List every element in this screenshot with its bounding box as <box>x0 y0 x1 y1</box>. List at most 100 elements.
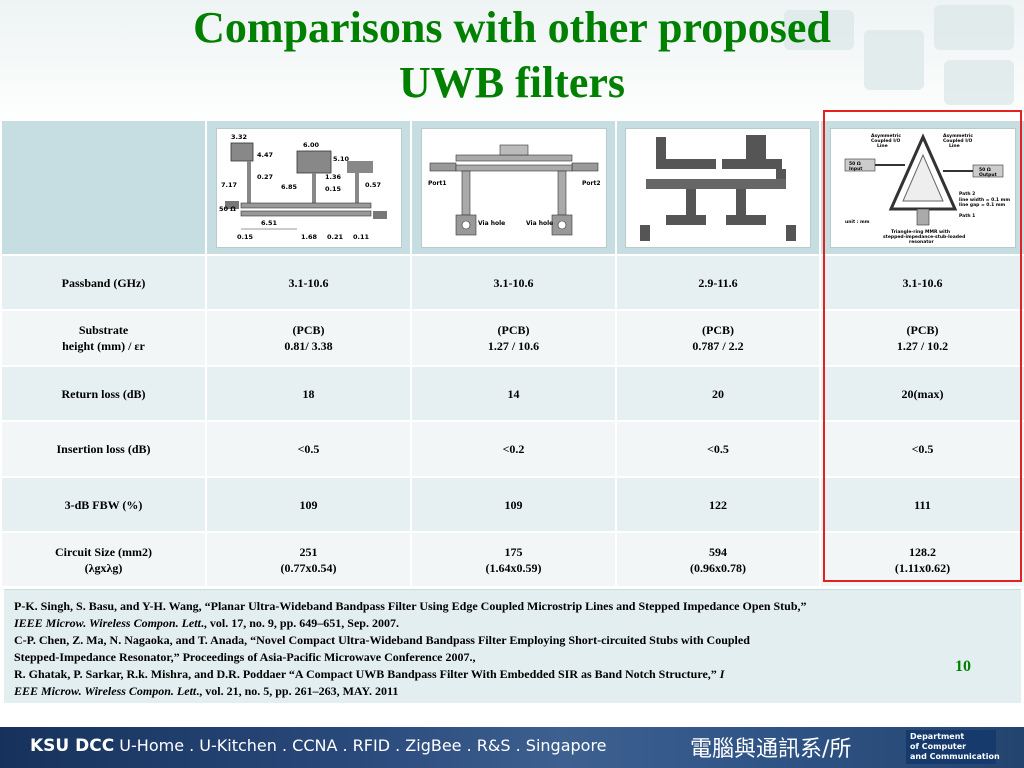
reference-line: C-P. Chen, Z. Ma, N. Nagaoka, and T. Ana… <box>14 633 750 647</box>
cell-line: 1.27 / 10.6 <box>487 339 540 353</box>
figure-label: Coupled I/O <box>871 138 901 144</box>
figure-label: 0.11 <box>353 233 370 241</box>
dept-line: and Communication <box>910 752 1000 761</box>
journal-name: EEE Microw. Wireless Compon. Lett <box>14 684 197 698</box>
figure-label: Via hole <box>526 220 553 227</box>
comparison-table: 3.32 6.00 4.47 5.10 0.27 1.36 7.17 6.85 … <box>0 119 1024 588</box>
reference-details: ., vol. 17, no. 9, pp. 649–651, Sep. 200… <box>200 616 399 630</box>
row-label: Substrate height (mm) / εr <box>0 309 207 367</box>
table-row: Passband (GHz) 3.1-10.6 3.1-10.6 2.9-11.… <box>0 254 1024 311</box>
table-cell: 3.1-10.6 <box>410 254 617 311</box>
table-row: Substrate height (mm) / εr (PCB) 0.81/ 3.… <box>0 309 1024 367</box>
figure-label: 50 Ω <box>219 205 236 213</box>
figure-label: Asymmetric <box>871 133 901 139</box>
reference-text: R. Ghatak, P. Sarkar, R.k. Mishra, and D… <box>14 667 717 681</box>
cell-line: 175 <box>504 544 523 559</box>
reference-line: R. Ghatak, P. Sarkar, R.k. Mishra, and D… <box>14 666 1011 683</box>
embedded-sir-filter-diagram <box>625 127 811 248</box>
table-cell: 175 (1.64x0.59) <box>410 531 617 588</box>
footer-tagline-group: KSU DCC U-Home . U-Kitchen . CCNA . RFID… <box>30 736 607 756</box>
table-cell: 20(max) <box>819 365 1024 422</box>
cell-line: (1.11x0.62) <box>894 560 951 575</box>
table-cell: 2.9-11.6 <box>615 254 821 311</box>
table-cell: <0.5 <box>615 420 821 478</box>
title-line-1: Comparisons with other proposed <box>193 3 831 52</box>
row-label: Insertion loss (dB) <box>0 420 207 478</box>
figure-label: Path 2 <box>959 191 975 197</box>
row-label: Circuit Size (mm2) (λgxλg) <box>0 531 207 588</box>
row-label-line: Circuit Size (mm2) <box>54 544 153 559</box>
figure-label: Path 1 <box>959 213 975 219</box>
figure-label: stepped-impedance-stub-loaded <box>883 234 965 240</box>
dept-line: Department <box>910 732 965 741</box>
title-line-2: UWB filters <box>398 58 626 107</box>
table-cell: 111 <box>819 476 1024 533</box>
row-label-line: height (mm) / εr <box>62 339 145 353</box>
figure-label: 6.00 <box>303 141 320 149</box>
cell-line: 1.27 / 10.2 <box>896 339 949 353</box>
footer-tagline: U-Home . U-Kitchen . CCNA . RFID . ZigBe… <box>119 736 607 755</box>
table-row: Circuit Size (mm2) (λgxλg) 251 (0.77x0.54… <box>0 531 1024 588</box>
slide-title: Comparisons with other proposed UWB filt… <box>0 0 1024 120</box>
figure-cell-4: Asymmetric Coupled I/O Line Asymmetric C… <box>819 119 1024 256</box>
figure-label: 0.21 <box>327 233 344 241</box>
table-cell: 109 <box>410 476 617 533</box>
cell-line: (1.64x0.59) <box>485 560 542 575</box>
cell-line: 128.2 <box>909 544 936 559</box>
table-cell: 14 <box>410 365 617 422</box>
table-row: Return loss (dB) 18 14 20 20(max) <box>0 365 1024 422</box>
journal-name: I <box>719 667 725 681</box>
reference-line: P-K. Singh, S. Basu, and Y-H. Wang, “Pla… <box>14 599 807 613</box>
figure-label: 7.17 <box>221 181 237 189</box>
figure-label: line width = 0.1 mm <box>959 197 1010 203</box>
figure-cell-2: Port1 Port2 Via hole Via hole <box>410 119 617 256</box>
decorative-tiles <box>764 0 1024 120</box>
table-cell: (PCB) 1.27 / 10.2 <box>819 309 1024 367</box>
figure-label: 0.15 <box>325 185 342 193</box>
cell-line: 594 <box>709 544 727 559</box>
cell-line: (PCB) <box>906 323 939 337</box>
figure-label: Coupled I/O <box>943 138 973 144</box>
table-cell: <0.5 <box>205 420 412 478</box>
row-label: 3-dB FBW (%) <box>0 476 207 533</box>
figure-label: 0.15 <box>237 233 254 241</box>
figure-label: 5.10 <box>333 155 350 163</box>
page-number: 10 <box>955 658 971 675</box>
footer-brand: KSU DCC <box>30 736 115 756</box>
figure-label: Via hole <box>478 220 505 227</box>
figure-label: Output <box>979 172 998 178</box>
figure-label: line gap = 0.1 mm <box>959 202 1006 208</box>
short-circuited-stub-filter-diagram: Port1 Port2 Via hole Via hole <box>420 127 607 248</box>
table-cell: (PCB) 0.81/ 3.38 <box>205 309 412 367</box>
reference-line: IEEE Microw. Wireless Compon. Lett., vol… <box>14 615 1011 632</box>
row-label: Return loss (dB) <box>0 365 207 422</box>
reference-line: EEE Microw. Wireless Compon. Lett., vol.… <box>14 683 1011 700</box>
table-cell: (PCB) 1.27 / 10.6 <box>410 309 617 367</box>
reference-line: Stepped-Impedance Resonator,” Proceeding… <box>14 650 476 664</box>
figure-label: Input <box>849 166 863 172</box>
figure-cell-1: 3.32 6.00 4.47 5.10 0.27 1.36 7.17 6.85 … <box>205 119 412 256</box>
cell-line: (0.96x0.78) <box>690 560 746 575</box>
table-cell: 128.2 (1.11x0.62) <box>819 531 1024 588</box>
figure-label: Asymmetric <box>943 133 973 139</box>
table-row: Insertion loss (dB) <0.5 <0.2 <0.5 <0.5 <box>0 420 1024 478</box>
table-cell: <0.2 <box>410 420 617 478</box>
table-cell: <0.5 <box>819 420 1024 478</box>
figure-label: 50 Ω <box>849 161 861 167</box>
journal-name: IEEE Microw. Wireless Compon. Lett <box>14 616 201 630</box>
stepped-impedance-filter-diagram: 3.32 6.00 4.47 5.10 0.27 1.36 7.17 6.85 … <box>215 127 402 248</box>
cell-line: 0.787 / 2.2 <box>692 339 744 353</box>
figure-label: 6.51 <box>261 219 278 227</box>
row-label-line: (λgxλg) <box>84 560 123 575</box>
footer-bar: KSU DCC U-Home . U-Kitchen . CCNA . RFID… <box>0 727 1024 768</box>
table-cell: 122 <box>615 476 821 533</box>
cell-line: (PCB) <box>497 323 530 337</box>
cell-line: 251 <box>299 544 318 559</box>
table-cell: 594 (0.96x0.78) <box>615 531 821 588</box>
figure-cell-3 <box>615 119 821 256</box>
table-cell: 18 <box>205 365 412 422</box>
figure-label: 0.57 <box>365 181 381 189</box>
table-cell: 109 <box>205 476 412 533</box>
figure-label: 6.85 <box>281 183 298 191</box>
table-corner-cell <box>0 119 207 256</box>
